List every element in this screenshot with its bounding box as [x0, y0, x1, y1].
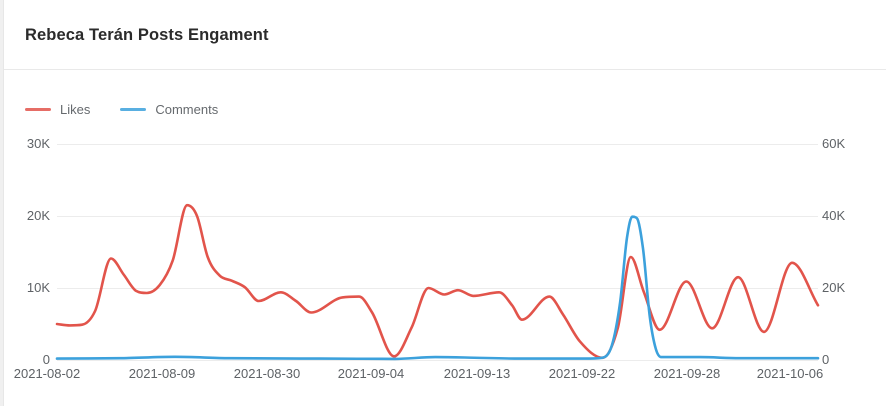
chart-title: Rebeca Terán Posts Engament [25, 26, 269, 44]
x-axis-tick: 2021-09-22 [548, 366, 616, 381]
legend-item-likes[interactable]: Likes [25, 102, 90, 117]
gridline [57, 144, 818, 145]
legend-label: Comments [155, 102, 219, 117]
y-axis-left-tick: 10K [26, 280, 50, 295]
y-axis-left-tick: 20K [26, 208, 50, 223]
x-axis-tick: 2021-08-30 [233, 366, 301, 381]
y-axis-right-tick: 0 [822, 352, 830, 367]
card-header [4, 0, 886, 70]
y-axis-right-tick: 40K [822, 208, 846, 223]
gridline [57, 288, 818, 289]
y-axis-left-tick: 30K [26, 136, 50, 151]
x-axis-tick: 2021-09-28 [653, 366, 721, 381]
comments-line-icon [120, 108, 147, 111]
x-axis-tick: 2021-09-04 [337, 366, 405, 381]
likes-line-icon [25, 108, 51, 111]
x-axis-tick: 2021-08-09 [128, 366, 196, 381]
y-axis-right-tick: 60K [822, 136, 846, 151]
legend-label: Likes [60, 102, 91, 117]
gridline [57, 216, 818, 217]
y-axis-right-tick: 20K [822, 280, 846, 295]
y-axis-left-tick: 0 [42, 352, 50, 367]
chart-legend: Likes Comments [25, 102, 218, 117]
legend-item-comments[interactable]: Comments [120, 102, 218, 117]
x-axis-tick: 2021-10-06 [756, 366, 824, 381]
gridline [57, 360, 818, 361]
x-axis-tick: 2021-09-13 [443, 366, 511, 381]
page-background-strip [0, 0, 4, 406]
x-axis-tick: 2021-08-02 [13, 366, 81, 381]
